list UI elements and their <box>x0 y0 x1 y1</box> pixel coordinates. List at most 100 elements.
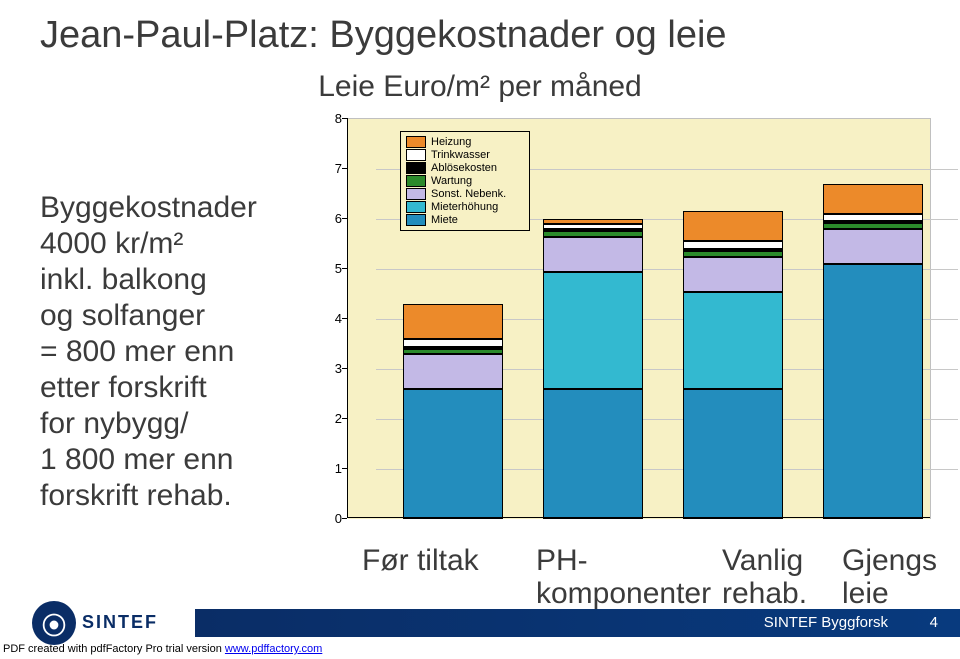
footer-label: SINTEF Byggforsk <box>764 614 888 631</box>
x-label-line: Gjengs <box>842 544 937 577</box>
legend-item: Miete <box>406 214 524 226</box>
left-line: inkl. balkong <box>40 262 300 298</box>
x-label-line: PH- <box>536 544 588 577</box>
bar-segment-trinkwasser <box>823 214 923 222</box>
bar-column <box>403 304 503 519</box>
bar-segment-miete <box>543 389 643 519</box>
legend-label: Sonst. Nebenk. <box>431 188 506 200</box>
bar-segment-mieterhohung <box>543 272 643 390</box>
y-tick-label: 4 <box>322 311 342 326</box>
pdf-credit-link[interactable]: www.pdffactory.com <box>225 643 322 655</box>
left-line: 1 800 mer enn <box>40 442 300 478</box>
legend-swatch <box>406 188 426 200</box>
y-tick-mark <box>342 118 347 119</box>
bar-segment-miete <box>683 389 783 519</box>
bar-segment-miete <box>823 264 923 519</box>
y-tick-label: 6 <box>322 211 342 226</box>
legend-item: Ablösekosten <box>406 162 524 174</box>
y-tick-label: 7 <box>322 161 342 176</box>
left-text-block: Byggekostnader 4000 kr/m² inkl. balkong … <box>40 190 300 514</box>
bar-segment-trinkwasser <box>683 241 783 249</box>
y-axis-line <box>347 118 348 518</box>
x-label-line: Vanlig <box>722 544 803 577</box>
y-tick-mark <box>342 518 347 519</box>
legend-item: Mieterhöhung <box>406 201 524 213</box>
y-tick-mark <box>342 318 347 319</box>
legend-item: Sonst. Nebenk. <box>406 188 524 200</box>
bar-segment-heizung <box>543 219 643 224</box>
legend-swatch <box>406 214 426 226</box>
brand-logo: ⦿ <box>32 601 76 645</box>
y-tick-mark <box>342 168 347 169</box>
pdf-credit: PDF created with pdfFactory Pro trial ve… <box>3 643 322 655</box>
legend-item: Heizung <box>406 136 524 148</box>
y-tick-mark <box>342 418 347 419</box>
bar-segment-sonstnebenk <box>683 257 783 292</box>
footer-bar: ⦿ SINTEF SINTEF Byggforsk 4 <box>0 609 960 637</box>
x-label-line: rehab. <box>722 577 807 610</box>
left-line: og solfanger <box>40 298 300 334</box>
legend-swatch <box>406 136 426 148</box>
bar-segment-miete <box>403 389 503 519</box>
bar-segment-heizung <box>403 304 503 339</box>
y-tick-label: 5 <box>322 261 342 276</box>
y-tick-mark <box>342 268 347 269</box>
bar-segment-ablosekosten <box>543 229 643 231</box>
y-tick-mark <box>342 468 347 469</box>
legend-item: Wartung <box>406 175 524 187</box>
legend-swatch <box>406 149 426 161</box>
chart-legend: HeizungTrinkwasserAblösekostenWartungSon… <box>400 131 530 231</box>
bar-segment-sonstnebenk <box>403 354 503 389</box>
bar-column <box>543 219 643 520</box>
y-tick-label: 1 <box>322 461 342 476</box>
x-label: Gjengs leie <box>842 544 937 610</box>
chart-subtitle: Leie Euro/m² per måned <box>0 70 960 104</box>
bar-segment-wartung <box>683 251 783 257</box>
bar-segment-heizung <box>823 184 923 214</box>
x-label-line: leie <box>842 577 889 610</box>
bar-segment-ablosekosten <box>683 249 783 251</box>
legend-swatch <box>406 201 426 213</box>
legend-label: Heizung <box>431 136 471 148</box>
x-label: Før tiltak <box>362 544 479 577</box>
brand-text: SINTEF <box>82 612 158 633</box>
bar-segment-heizung <box>683 211 783 241</box>
y-tick-mark <box>342 368 347 369</box>
legend-label: Mieterhöhung <box>431 201 498 213</box>
slide-number: 4 <box>930 614 938 631</box>
brand-logo-icon: ⦿ <box>42 606 66 641</box>
left-line: 4000 kr/m² <box>40 226 300 262</box>
bar-segment-wartung <box>403 349 503 354</box>
bar-segment-trinkwasser <box>543 224 643 229</box>
bar-segment-ablosekosten <box>403 347 503 350</box>
left-line: forskrift rehab. <box>40 478 300 514</box>
bar-segment-sonstnebenk <box>543 237 643 272</box>
bar-segment-ablosekosten <box>823 221 923 223</box>
bar-segment-sonstnebenk <box>823 229 923 264</box>
bar-segment-wartung <box>823 223 923 229</box>
x-axis-line <box>347 517 930 518</box>
page-title: Jean-Paul-Platz: Byggekostnader og leie <box>40 14 727 57</box>
slide: Jean-Paul-Platz: Byggekostnader og leie … <box>0 0 960 659</box>
bar-column <box>823 184 923 520</box>
y-tick-label: 3 <box>322 361 342 376</box>
y-tick-mark <box>342 218 347 219</box>
legend-label: Wartung <box>431 175 472 187</box>
left-line: = 800 mer enn <box>40 334 300 370</box>
bar-column <box>683 211 783 519</box>
pdf-credit-text: PDF created with pdfFactory Pro trial ve… <box>3 643 225 655</box>
left-line: etter forskrift <box>40 370 300 406</box>
legend-swatch <box>406 175 426 187</box>
x-label: PH- komponenter <box>536 544 711 610</box>
bar-segment-mieterhohung <box>683 292 783 390</box>
bar-segment-trinkwasser <box>403 339 503 347</box>
x-label-line: komponenter <box>536 577 711 610</box>
legend-item: Trinkwasser <box>406 149 524 161</box>
x-label: Vanlig rehab. <box>722 544 807 610</box>
y-tick-label: 8 <box>322 111 342 126</box>
legend-swatch <box>406 162 426 174</box>
y-tick-label: 2 <box>322 411 342 426</box>
legend-label: Trinkwasser <box>431 149 490 161</box>
bar-segment-wartung <box>543 231 643 237</box>
left-line: Byggekostnader <box>40 190 300 226</box>
